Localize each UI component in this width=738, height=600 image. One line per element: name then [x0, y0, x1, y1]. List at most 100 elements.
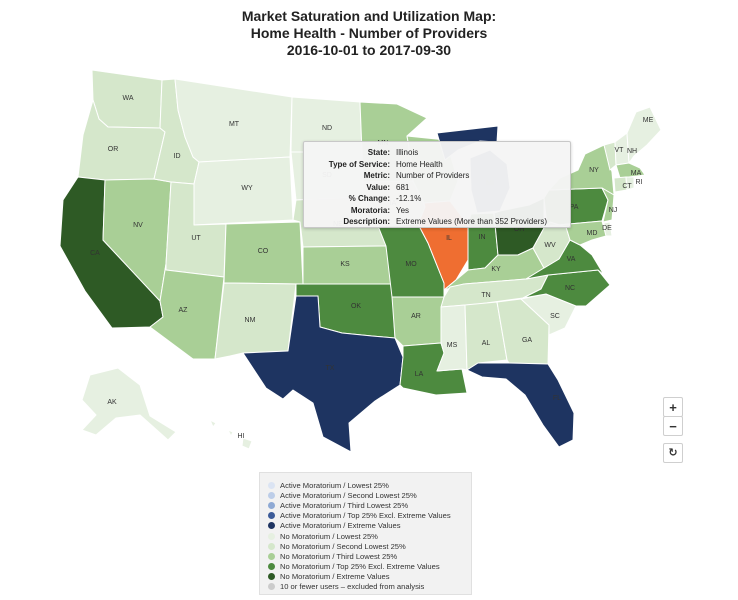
state-ak[interactable] — [81, 367, 177, 441]
tooltip-row: Moratoria: Yes — [304, 205, 570, 217]
state-ar[interactable] — [391, 296, 445, 347]
state-label-mt: MT — [229, 121, 240, 128]
tooltip-row: State: Illinois — [304, 147, 570, 159]
tooltip-row: Metric: Number of Providers — [304, 170, 570, 182]
tooltip-key: Moratoria: — [350, 205, 390, 215]
tooltip-value: Home Health — [396, 159, 443, 169]
state-label-id: ID — [174, 153, 181, 160]
state-hi[interactable] — [209, 419, 253, 450]
reset-view-button[interactable]: ↻ — [663, 443, 683, 463]
tooltip-key: Metric: — [363, 171, 390, 180]
state-label-il: IL — [446, 235, 452, 242]
state-ri[interactable] — [625, 176, 635, 191]
legend-label: No Moratorium / Lowest 25% — [280, 531, 378, 541]
zoom-in-button[interactable]: + — [663, 397, 683, 417]
tooltip-value: Number of Providers — [396, 171, 470, 180]
legend-swatch — [268, 512, 275, 520]
legend-item: 10 or fewer users – excluded from analys… — [268, 582, 471, 592]
state-label-ak: AK — [107, 399, 117, 406]
legend-label: Active Moratorium / Third Lowest 25% — [280, 500, 409, 510]
state-tx[interactable] — [242, 295, 404, 453]
state-label-wv: WV — [544, 242, 556, 249]
state-ms[interactable] — [436, 304, 468, 372]
legend-label: 10 or fewer users – excluded from analys… — [280, 582, 425, 592]
tooltip-key: Type of Service: — [328, 159, 390, 169]
legend-item: No Moratorium / Third Lowest 25% — [268, 551, 471, 561]
state-label-ky: KY — [491, 266, 501, 273]
state-wy[interactable] — [193, 156, 294, 226]
legend-label: Active Moratorium / Extreme Values — [280, 521, 401, 531]
legend-item: No Moratorium / Extreme Values — [268, 572, 471, 582]
tooltip-row: Type of Service: Home Health — [304, 159, 570, 171]
title-line-3: 2016-10-01 to 2017-09-30 — [286, 42, 452, 58]
state-label-de: DE — [602, 225, 612, 232]
state-label-oh: OH — [514, 226, 525, 233]
legend-item: No Moratorium / Top 25% Excl. Extreme Va… — [268, 562, 471, 572]
legend-item: No Moratorium / Second Lowest 25% — [268, 541, 471, 551]
state-label-sc: SC — [550, 313, 560, 320]
tooltip-row: % Change: -12.1% — [304, 193, 570, 205]
tooltip-value: -12.1% — [396, 194, 422, 203]
map-legend: Active Moratorium / Lowest 25% Active Mor… — [259, 472, 472, 595]
legend-swatch — [268, 552, 275, 560]
legend-item: Active Moratorium / Extreme Values — [268, 521, 471, 531]
zoom-out-button[interactable]: − — [663, 416, 683, 436]
legend-swatch — [268, 481, 275, 489]
state-label-tx: TX — [326, 365, 335, 372]
state-label-hi: HI — [238, 433, 245, 440]
legend-label: Active Moratorium / Top 25% Excl. Extrem… — [280, 511, 451, 521]
state-label-in: IN — [479, 234, 486, 241]
state-label-ok: OK — [351, 303, 361, 310]
legend-label: No Moratorium / Extreme Values — [280, 572, 390, 582]
state-me[interactable] — [626, 106, 662, 164]
state-label-ri: RI — [636, 179, 643, 186]
legend-label: Active Moratorium / Second Lowest 25% — [280, 490, 417, 500]
legend-swatch — [268, 573, 275, 581]
state-label-ut: UT — [191, 235, 201, 242]
map-title: Market Saturation and Utilization Map: H… — [0, 8, 738, 59]
state-label-al: AL — [482, 340, 491, 347]
state-label-ca: CA — [90, 250, 100, 257]
state-tooltip: State: Illinois Type of Service: Home Healt… — [303, 141, 571, 228]
tooltip-row: Value: 681 — [304, 182, 570, 194]
tooltip-value: Illinois — [396, 148, 419, 157]
state-label-wa: WA — [122, 95, 133, 102]
state-label-tn: TN — [481, 292, 490, 299]
state-fl[interactable] — [466, 362, 575, 448]
state-label-ct: CT — [622, 183, 632, 190]
legend-swatch — [268, 501, 275, 509]
state-label-la: LA — [415, 371, 424, 378]
state-label-mo: MO — [405, 261, 417, 268]
title-line-2: Home Health - Number of Providers — [250, 25, 488, 41]
state-label-ma: MA — [631, 170, 642, 177]
state-label-nc: NC — [565, 285, 575, 292]
state-label-md: MD — [587, 230, 598, 237]
tooltip-key: % Change: — [348, 194, 390, 203]
legend-swatch — [268, 491, 275, 499]
tooltip-value: 681 — [396, 182, 410, 192]
tooltip-key: State: — [367, 148, 390, 157]
state-label-ar: AR — [411, 313, 421, 320]
state-label-co: CO — [258, 248, 269, 255]
state-label-ks: KS — [340, 261, 350, 268]
state-label-pa: PA — [570, 204, 579, 211]
legend-swatch — [268, 583, 275, 591]
state-al[interactable] — [464, 301, 508, 371]
legend-swatch — [268, 542, 275, 550]
legend-item: Active Moratorium / Lowest 25% — [268, 480, 471, 490]
tooltip-key: Value: — [366, 182, 390, 192]
state-ma[interactable] — [615, 162, 646, 179]
legend-item: Active Moratorium / Second Lowest 25% — [268, 490, 471, 500]
refresh-icon: ↻ — [668, 447, 678, 459]
state-label-va: VA — [567, 256, 576, 263]
state-nj[interactable] — [601, 187, 615, 223]
legend-swatch — [268, 563, 275, 571]
state-nm[interactable] — [214, 282, 297, 360]
state-nc[interactable] — [522, 269, 611, 307]
legend-label: No Moratorium / Third Lowest 25% — [280, 551, 398, 561]
tooltip-row: Description: Extreme Values (More than 35… — [304, 216, 570, 228]
state-label-ms: MS — [447, 342, 458, 349]
state-label-nj: NJ — [609, 207, 618, 214]
tooltip-key: Description: — [343, 217, 390, 226]
